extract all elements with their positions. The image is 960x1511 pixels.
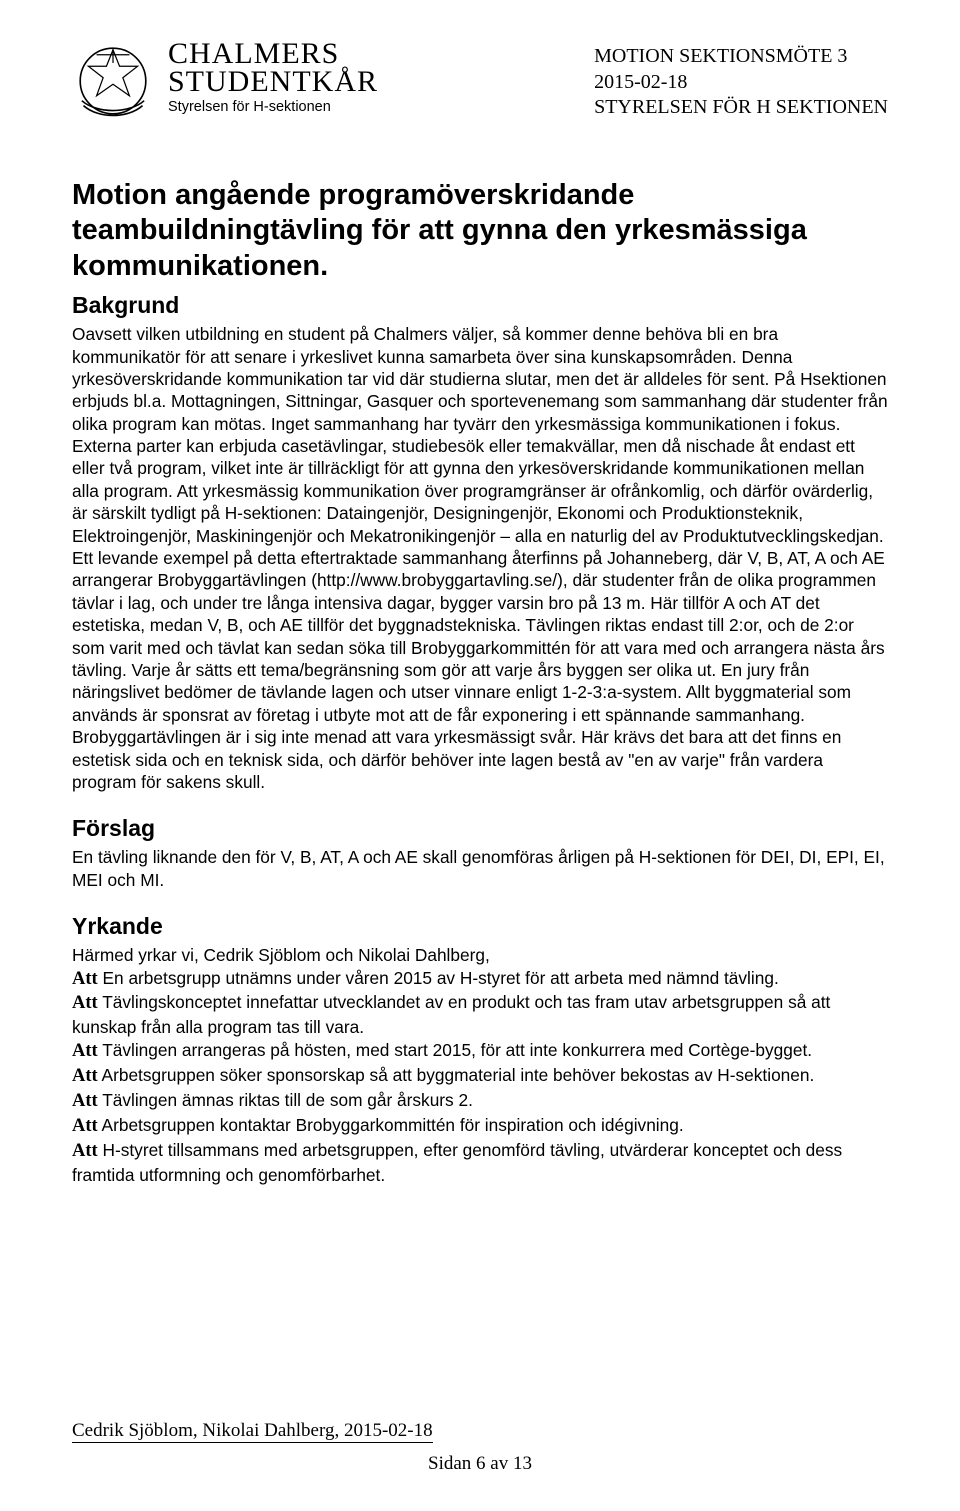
yrkande-heading: Yrkande [72,913,888,940]
bakgrund-heading: Bakgrund [72,292,888,319]
att-text-6: Arbetsgruppen kontaktar Brobyggarkommitt… [102,1115,684,1135]
att-text-4: Arbetsgruppen söker sponsorskap så att b… [102,1065,815,1085]
att-label: Att [72,993,98,1013]
yrkande-intro: Härmed yrkar vi, Cedrik Sjöblom och Niko… [72,944,888,966]
att-text-2: Tävlingskonceptet innefattar utvecklande… [72,992,830,1037]
att-label: Att [72,1066,98,1086]
forslag-body: En tävling liknande den för V, B, AT, A … [72,846,888,891]
header-right-1: MOTION SEKTIONSMÖTE 3 [594,44,888,70]
att-label: Att [72,1141,98,1161]
page: CHALMERS STUDENTKÅR Styrelsen för H-sekt… [0,0,960,1511]
att-label: Att [72,969,98,989]
header-right-3: STYRELSEN FÖR H SEKTIONEN [594,95,888,121]
att-line-4: Att Arbetsgruppen söker sponsorskap så a… [72,1064,888,1089]
att-label: Att [72,1041,98,1061]
logo-word-1: CHALMERS [168,40,378,68]
header-right-2: 2015-02-18 [594,70,888,96]
forslag-heading: Förslag [72,815,888,842]
logo-word-2: STUDENTKÅR [168,68,378,96]
att-label: Att [72,1116,98,1136]
page-header: CHALMERS STUDENTKÅR Styrelsen för H-sekt… [72,40,888,122]
att-line-7: Att H-styret tillsammans med arbetsgrupp… [72,1139,888,1186]
logo-text-block: CHALMERS STUDENTKÅR Styrelsen för H-sekt… [168,40,378,115]
logo-subtitle: Styrelsen för H-sektionen [168,99,378,115]
header-left: CHALMERS STUDENTKÅR Styrelsen för H-sekt… [72,40,378,122]
att-label: Att [72,1091,98,1111]
att-line-2: Att Tävlingskonceptet innefattar utveckl… [72,991,888,1038]
att-text-3: Tävlingen arrangeras på hösten, med star… [102,1040,812,1060]
att-text-7: H-styret tillsammans med arbetsgruppen, … [72,1140,842,1185]
att-line-1: Att En arbetsgrupp utnämns under våren 2… [72,967,888,992]
yrkande-body: Härmed yrkar vi, Cedrik Sjöblom och Niko… [72,944,888,1186]
bakgrund-body: Oavsett vilken utbildning en student på … [72,323,888,793]
att-line-6: Att Arbetsgruppen kontaktar Brobyggarkom… [72,1114,888,1139]
document-title: Motion angående programöverskridande tea… [72,178,888,284]
chalmers-emblem-icon [72,40,154,122]
att-line-5: Att Tävlingen ämnas riktas till de som g… [72,1089,888,1114]
page-footer: Cedrik Sjöblom, Nikolai Dahlberg, 2015-0… [72,1424,888,1475]
footer-author: Cedrik Sjöblom, Nikolai Dahlberg, 2015-0… [72,1420,433,1443]
att-line-3: Att Tävlingen arrangeras på hösten, med … [72,1039,888,1064]
footer-page-number: Sidan 6 av 13 [72,1453,888,1475]
header-right: MOTION SEKTIONSMÖTE 3 2015-02-18 STYRELS… [594,40,888,121]
att-text-5: Tävlingen ämnas riktas till de som går å… [102,1090,473,1110]
att-text-1: En arbetsgrupp utnämns under våren 2015 … [103,968,779,988]
